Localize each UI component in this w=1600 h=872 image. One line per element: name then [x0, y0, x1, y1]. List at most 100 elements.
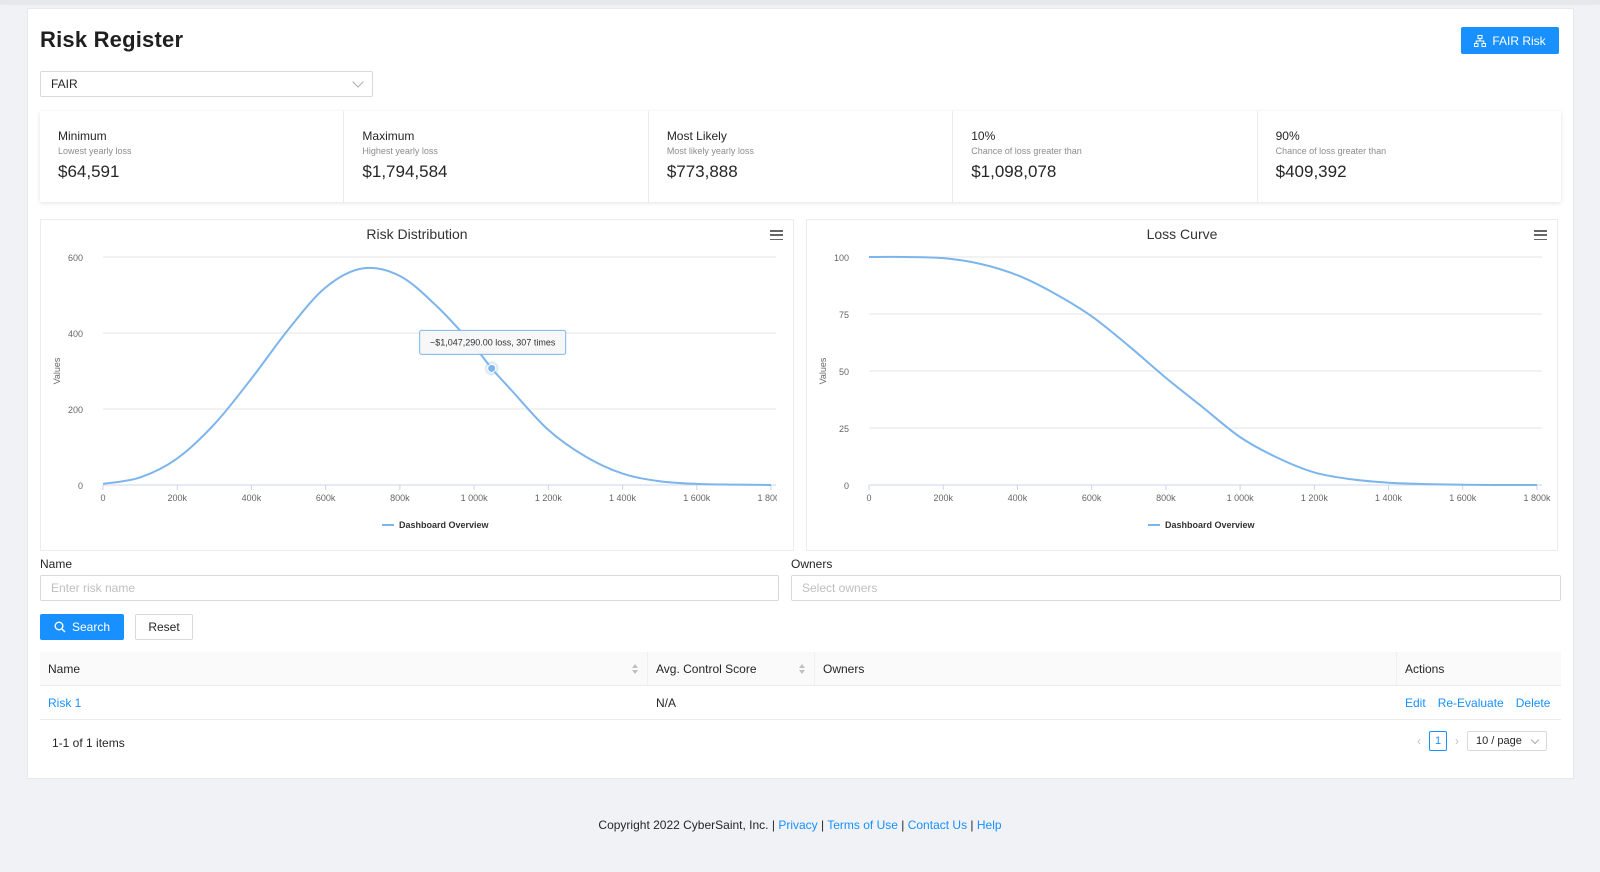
tooltip-text: ~$1,047,290.00 loss, 307 times	[430, 337, 556, 347]
stat-label: Most Likely	[666, 129, 727, 143]
hamburger-menu-icon[interactable]	[1534, 230, 1547, 241]
pagination: ‹ 1 › 10 / page	[1417, 731, 1547, 751]
x-tick-label: 800k	[1156, 493, 1176, 503]
x-tick-label: 1 000k	[1227, 493, 1255, 503]
stat-value: $1,794,584	[362, 162, 448, 181]
page-size-select[interactable]: 10 / page	[1467, 731, 1547, 751]
x-tick-label: 1 800k	[757, 493, 777, 503]
column-header-actions: Actions	[1397, 652, 1561, 685]
column-header-label: Name	[48, 661, 81, 676]
copyright-text: Copyright 2022 CyberSaint, Inc. |	[598, 818, 775, 832]
tooltip-box	[419, 329, 567, 355]
privacy-link[interactable]: Privacy	[778, 818, 818, 832]
help-link[interactable]: Help	[976, 818, 1002, 832]
stat-sublabel: Chance of loss greater than	[971, 146, 1082, 156]
page-size-value: 10 / page	[1476, 735, 1522, 747]
x-tick-label: 0	[866, 493, 871, 503]
column-header-owners: Owners	[815, 652, 1397, 685]
x-tick-label: 1 600k	[683, 493, 711, 503]
y-tick-label: 0	[78, 481, 83, 491]
footer: Copyright 2022 CyberSaint, Inc. | Privac…	[598, 818, 1002, 832]
y-tick-label: 50	[839, 367, 849, 377]
fair-risk-button[interactable]: FAIR Risk	[1461, 27, 1559, 54]
page-number[interactable]: 1	[1429, 731, 1447, 751]
hamburger-menu-icon[interactable]	[770, 230, 783, 241]
stat-minimum: Minimum Lowest yearly loss $64,591	[40, 111, 345, 202]
stat-maximum: Maximum Highest yearly loss $1,794,584	[344, 111, 649, 202]
name-label: Name	[40, 557, 73, 571]
page-title: Risk Register	[40, 27, 184, 52]
search-button[interactable]: Search	[40, 614, 124, 640]
column-header-label: Owners	[823, 661, 865, 676]
risk-register-card: Risk Register FAIR Risk FAIR Minimum Low…	[27, 8, 1574, 779]
legend-item[interactable]: Dashboard Overview	[1165, 520, 1256, 530]
hover-point[interactable]	[487, 363, 497, 373]
stat-value: $1,098,078	[971, 162, 1057, 181]
legend-item[interactable]: Dashboard Overview	[399, 520, 490, 530]
delete-link[interactable]: Delete	[1515, 695, 1551, 710]
search-icon	[54, 621, 66, 633]
series-line	[868, 255, 1538, 487]
risk-name-link[interactable]: Risk 1	[48, 695, 82, 710]
contact-link[interactable]: Contact Us	[907, 818, 968, 832]
x-tick-label: 0	[100, 493, 105, 503]
model-select[interactable]: FAIR	[40, 71, 373, 97]
y-axis-label: Values	[818, 357, 828, 384]
stat-sublabel: Lowest yearly loss	[58, 146, 132, 156]
column-header-score[interactable]: Avg. Control Score	[648, 652, 815, 685]
reset-button[interactable]: Reset	[135, 614, 193, 640]
x-tick-label: 1 600k	[1449, 493, 1477, 503]
chevron-down-icon	[352, 76, 364, 88]
stat-10-percent: 10% Chance of loss greater than $1,098,0…	[953, 111, 1258, 202]
table-header-row: Name Avg. Control Score Owners Actions	[40, 652, 1561, 686]
chart-title: Risk Distribution	[366, 226, 468, 242]
stat-sublabel: Most likely yearly loss	[666, 146, 754, 156]
x-tick-label: 200k	[167, 493, 187, 503]
cell-actions: Edit Re-Evaluate Delete	[1397, 686, 1561, 719]
series-line	[102, 266, 772, 486]
stat-sublabel: Chance of loss greater than	[1275, 146, 1387, 156]
owners-select-input[interactable]	[791, 575, 1561, 601]
loss-curve-plot: 0 25 50 75 100 0 200k 400k 600k 800k 1 000k 1 200k 1…	[818, 253, 1551, 530]
column-header-label: Avg. Control Score	[656, 661, 757, 676]
items-count: 1-1 of 1 items	[52, 736, 125, 750]
stat-value: $409,392	[1275, 162, 1347, 181]
x-tick-label: 400k	[242, 493, 262, 503]
table-row: Risk 1 N/A Edit Re-Evaluate Delete	[40, 686, 1561, 720]
loss-curve-chart: 0 25 50 75 100 0 200k 400k 600k 800k 1 000k 1 200k 1…	[806, 219, 1558, 551]
re-evaluate-link[interactable]: Re-Evaluate	[1437, 695, 1504, 710]
x-tick-label: 1 400k	[609, 493, 637, 503]
x-tick-label: 1 200k	[1301, 493, 1329, 503]
stat-value: $64,591	[58, 162, 120, 181]
x-tick-label: 600k	[1082, 493, 1102, 503]
terms-link[interactable]: Terms of Use	[827, 818, 898, 832]
stat-label: Minimum	[58, 129, 107, 143]
y-tick-label: 600	[68, 253, 83, 263]
chevron-down-icon	[1530, 735, 1540, 744]
top-bar	[0, 0, 1600, 3]
x-tick-label: 200k	[933, 493, 953, 503]
sort-icon	[632, 664, 638, 674]
next-page-icon[interactable]: ›	[1455, 734, 1459, 748]
y-tick-label: 100	[834, 253, 849, 263]
risk-distribution-plot: 0 200 400 600 0 200k 400k 600k 800k 1 000k 1 200k 1…	[52, 253, 777, 530]
loss-stats-row: Minimum Lowest yearly loss $64,591 Maxim…	[40, 111, 1561, 202]
stat-label: 90%	[1275, 129, 1300, 143]
prev-page-icon[interactable]: ‹	[1417, 734, 1421, 748]
stat-label: 10%	[971, 129, 996, 143]
y-tick-label: 400	[68, 329, 83, 339]
y-tick-label: 0	[844, 481, 849, 491]
stat-label: Maximum	[362, 129, 415, 143]
stat-value: $773,888	[666, 162, 738, 181]
x-tick-label: 1 000k	[461, 493, 489, 503]
risk-name-input[interactable]	[40, 575, 779, 601]
y-tick-label: 75	[839, 310, 849, 320]
column-header-name[interactable]: Name	[40, 652, 648, 685]
owners-label: Owners	[791, 557, 833, 571]
x-tick-label: 600k	[316, 493, 336, 503]
column-header-label: Actions	[1405, 661, 1445, 676]
x-tick-label: 1 400k	[1375, 493, 1403, 503]
y-tick-label: 200	[68, 405, 83, 415]
edit-link[interactable]: Edit	[1405, 695, 1426, 710]
search-button-label: Search	[71, 620, 111, 634]
